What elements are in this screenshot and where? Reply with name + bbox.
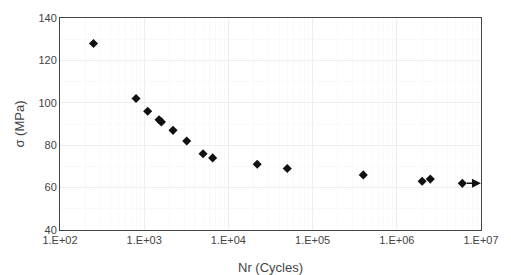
svg-text:100: 100 xyxy=(38,97,56,109)
svg-text:1.E+05: 1.E+05 xyxy=(295,234,330,246)
svg-text:40: 40 xyxy=(45,224,57,236)
svg-text:140: 140 xyxy=(38,12,56,24)
svg-text:1.E+07: 1.E+07 xyxy=(463,234,498,246)
svg-text:1.E+02: 1.E+02 xyxy=(42,234,77,246)
svg-text:1.E+04: 1.E+04 xyxy=(211,234,246,246)
svg-text:1.E+03: 1.E+03 xyxy=(127,234,162,246)
svg-text:σ (MPa): σ (MPa) xyxy=(12,100,27,147)
svg-text:120: 120 xyxy=(38,54,56,66)
svg-text:Nr (Cycles): Nr (Cycles) xyxy=(238,260,303,275)
svg-text:1.E+06: 1.E+06 xyxy=(379,234,414,246)
svg-text:80: 80 xyxy=(45,139,57,151)
svg-text:60: 60 xyxy=(45,181,57,193)
